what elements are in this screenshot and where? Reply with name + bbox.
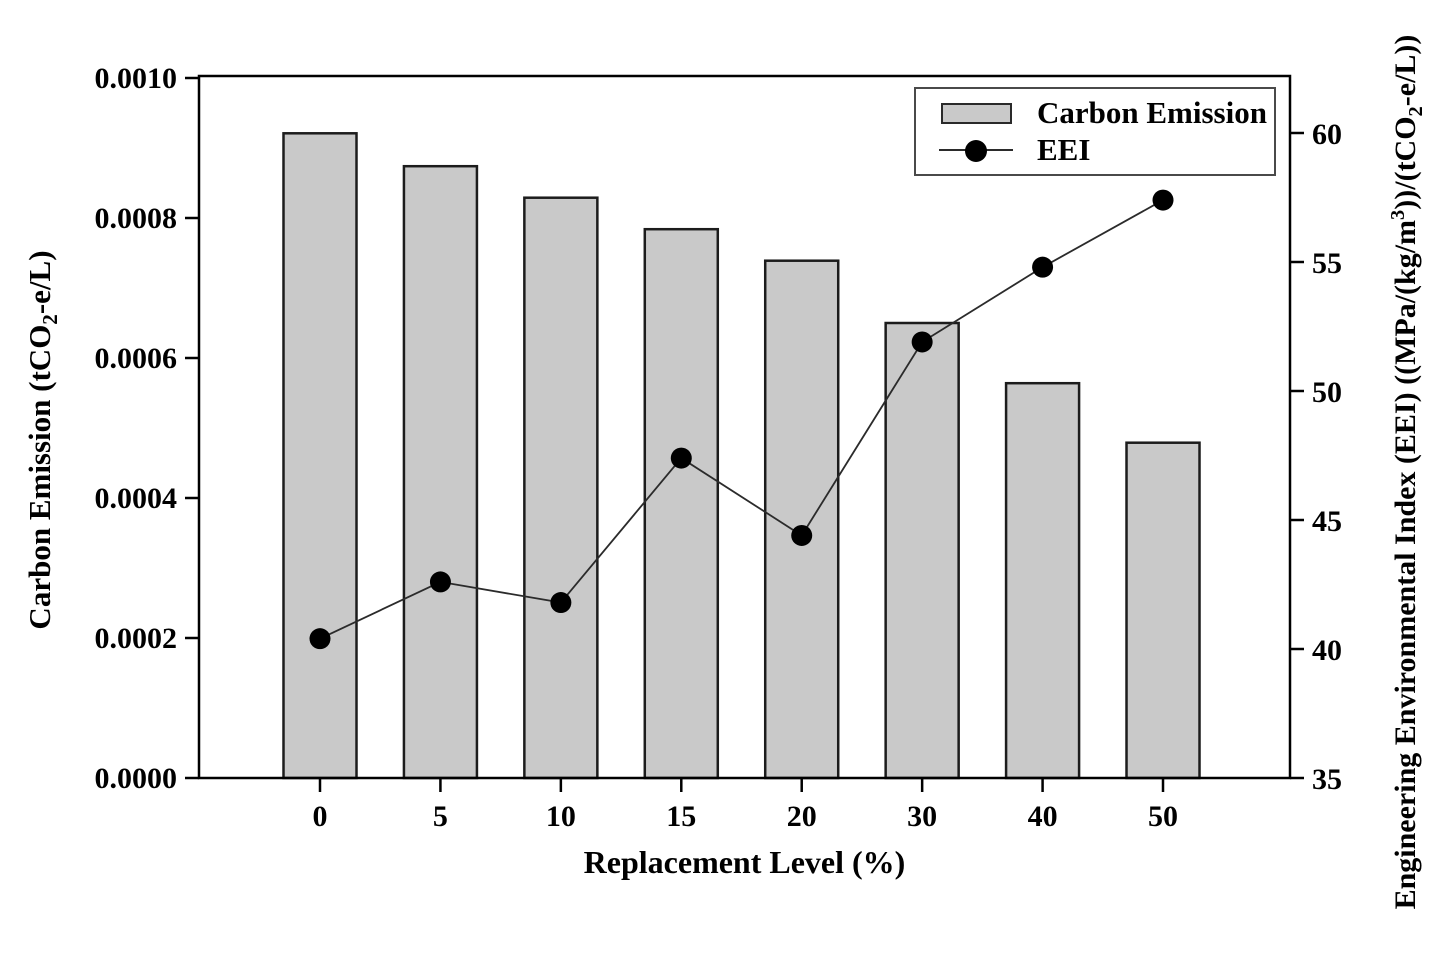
eei-point-20 — [791, 524, 813, 546]
eei-line — [319, 199, 1164, 640]
bar-10 — [523, 196, 599, 780]
plot-frame — [197, 74, 1292, 780]
left-axis-title: Carbon Emission (tCO2-e/L) — [22, 250, 63, 630]
x-tick-label: 40 — [1028, 800, 1058, 833]
dot-marker-icon — [965, 140, 987, 162]
x-tick-label: 0 — [313, 800, 328, 833]
x-tick-label: 10 — [546, 800, 576, 833]
left-tick-label: 0.0010 — [95, 62, 178, 95]
eei-point-5 — [429, 571, 451, 593]
x-tick-label: 5 — [433, 800, 448, 833]
legend-item-eei: EEI — [916, 132, 1090, 168]
bar-0 — [282, 132, 358, 780]
left-tick-label: 0.0004 — [95, 482, 178, 515]
bar-40 — [1004, 381, 1081, 780]
left-tick-label: 0.0008 — [95, 202, 178, 235]
eei-point-0 — [309, 628, 331, 650]
right-tick-label: 60 — [1312, 118, 1342, 151]
eei-point-50 — [1152, 189, 1174, 211]
eei-marker — [931, 140, 1021, 162]
right-tick-label: 40 — [1312, 634, 1342, 667]
eei-point-10 — [550, 592, 572, 614]
legend-label-carbon-emission: Carbon Emission — [1037, 95, 1267, 130]
x-tick-label: 20 — [787, 800, 817, 833]
carbon-emission-swatch — [931, 102, 1021, 124]
bar-15 — [643, 227, 720, 780]
right-tick-label: 35 — [1312, 763, 1342, 796]
bar-30 — [884, 321, 960, 780]
x-tick-label: 30 — [907, 800, 937, 833]
x-tick-label: 15 — [666, 800, 696, 833]
bar-50 — [1125, 441, 1201, 780]
bar-swatch-icon — [940, 102, 1012, 124]
left-tick-label: 0.0006 — [95, 342, 178, 375]
right-tick-label: 50 — [1312, 376, 1342, 409]
legend: Carbon Emission EEI — [914, 87, 1276, 176]
right-axis-title: Engineering Environmental Index (EEI) ((… — [1387, 34, 1427, 910]
right-tick-label: 55 — [1312, 247, 1342, 280]
legend-label-eei: EEI — [1037, 132, 1091, 167]
line-marker-icon — [939, 140, 1013, 162]
eei-point-40 — [1032, 256, 1054, 278]
legend-item-carbon-emission: Carbon Emission — [916, 95, 1267, 131]
eei-point-30 — [911, 331, 933, 353]
left-tick-label: 0.0002 — [95, 622, 178, 655]
eei-point-15 — [670, 447, 692, 469]
right-tick-label: 45 — [1312, 505, 1342, 538]
x-tick-label: 50 — [1148, 800, 1178, 833]
x-axis-title: Replacement Level (%) — [583, 844, 906, 880]
bar-5 — [402, 164, 479, 780]
left-tick-label: 0.0000 — [95, 762, 178, 795]
